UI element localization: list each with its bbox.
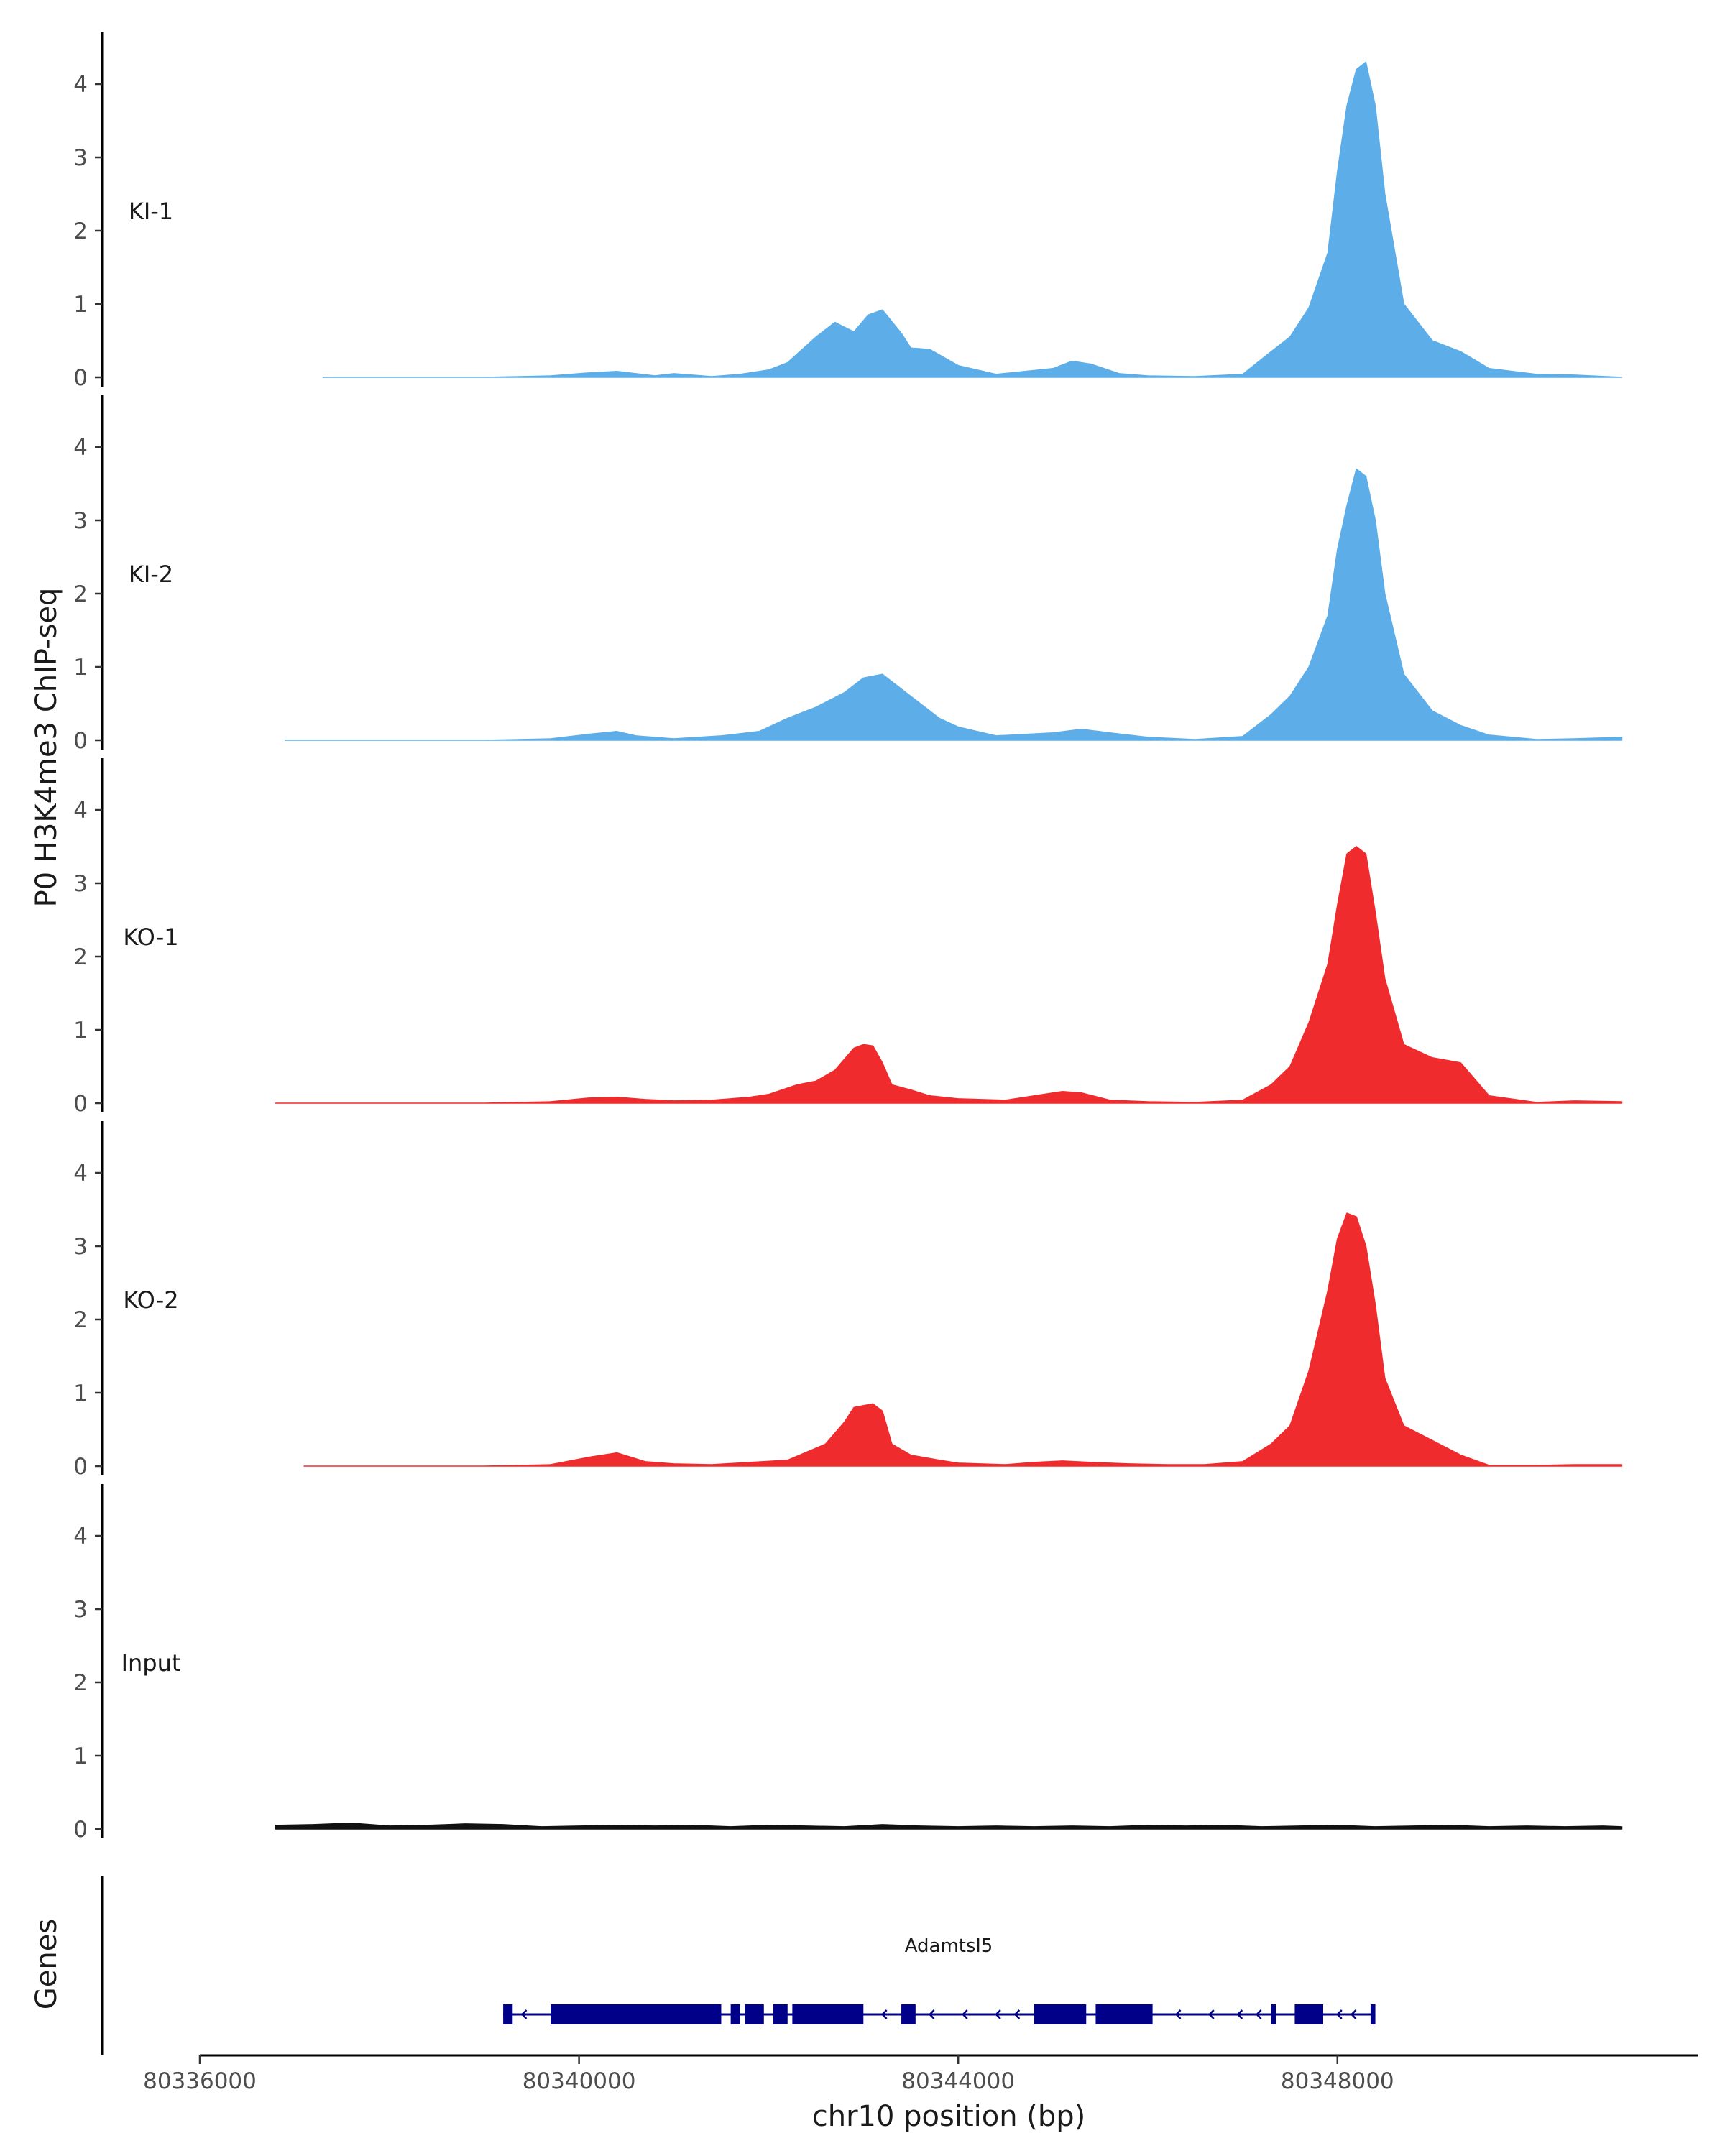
y-tick-label: 2 [73,581,88,607]
y-tick-label: 4 [73,435,88,461]
track-ki-1: 0 1 2 3 4 KI-1 [73,32,1623,391]
y-tick-label: 1 [73,1743,88,1769]
gene-track-title: Genes [30,1919,63,2009]
signal-area-ko-1 [275,846,1623,1104]
y-tick-label: 1 [73,292,88,318]
strand-arrow [1208,2009,1215,2019]
strand-arrow [1236,2009,1243,2019]
track-label: Input [121,1649,181,1677]
strand-arrow [1255,2009,1262,2019]
strand-arrow [520,2009,528,2019]
y-tick-label: 1 [73,1381,88,1406]
y-tick-label: 3 [73,1597,88,1623]
y-tick-label: 2 [73,218,88,244]
gene-exon [1370,2004,1376,2024]
y-tick-label: 2 [73,944,88,970]
track-input: 0 1 2 3 4 Input [73,1484,1623,1843]
y-tick-label: 4 [73,798,88,824]
y-tick-label: 3 [73,871,88,897]
gene-exon [1095,2004,1153,2024]
x-tick-label: 80340000 [523,2068,636,2094]
signal-area-ki-1 [322,61,1623,378]
y-tick-label: 2 [73,1307,88,1333]
y-tick-label: 0 [73,728,88,754]
gene-exon [792,2004,864,2024]
y-tick-label: 0 [73,1817,88,1843]
y-tick-label: 1 [73,655,88,681]
gene-name-label: Adamtsl5 [905,1935,993,1957]
signal-area-ki-2 [284,468,1623,741]
y-tick-label: 0 [73,1454,88,1480]
track-ko-2: 0 1 2 3 4 KO-2 [73,1121,1623,1480]
strand-arrow [1336,2009,1343,2019]
gene-exon [1271,2004,1276,2024]
x-tick-label: 80336000 [143,2068,257,2094]
y-tick-label: 1 [73,1018,88,1044]
gene-exon [730,2004,740,2024]
track-label: KI-1 [129,198,173,225]
gene-exon [503,2004,513,2024]
gene-exon [773,2004,788,2024]
y-tick-label: 3 [73,145,88,171]
track-label: KO-2 [123,1286,178,1314]
track-label: KO-1 [123,923,178,951]
strand-arrow [1013,2009,1021,2019]
gene-exon [1294,2004,1323,2024]
gene-exon [745,2004,764,2024]
strand-arrow [962,2009,968,2019]
signal-area-ko-2 [303,1212,1623,1467]
track-ki-2: 0 1 2 3 4 KI-2 [73,395,1623,754]
y-axis-title: P0 H3K4me3 ChIP-seq [30,588,63,908]
tracks-layer: 0 1 2 3 4 KI-1 0 1 2 3 4 KI-2 0 1 2 3 4 KO-1 0 1 2 3 4 KO-2 0 1 2 3… [73,32,1623,1843]
strand-arrow [995,2009,1001,2019]
y-tick-label: 4 [73,72,88,98]
signal-area-input [275,1823,1623,1830]
y-tick-label: 0 [73,365,88,391]
strand-arrow [880,2009,888,2019]
y-tick-label: 3 [73,1234,88,1260]
y-tick-label: 2 [73,1670,88,1696]
y-tick-label: 3 [73,508,88,534]
x-axis-title: chr10 position (bp) [812,2100,1086,2133]
strand-arrow [928,2009,935,2019]
strand-arrow [1350,2009,1357,2019]
x-tick-label: 80348000 [1281,2068,1394,2094]
y-tick-label: 0 [73,1091,88,1117]
track-ko-1: 0 1 2 3 4 KO-1 [73,758,1623,1117]
strand-arrow [805,2009,812,2019]
gene-track: Genes Adamtsl5 [30,1876,1376,2055]
x-axis: 80336000 80340000 80344000 80348000 [143,2054,1698,2094]
gene-exon [901,2004,916,2024]
gene-exon [1034,2004,1087,2024]
x-tick-label: 80344000 [901,2068,1015,2094]
y-tick-label: 4 [73,1161,88,1187]
y-tick-label: 4 [73,1524,88,1549]
gene-exon [551,2004,722,2024]
track-label: KI-2 [129,561,173,588]
strand-arrow [1174,2009,1182,2019]
